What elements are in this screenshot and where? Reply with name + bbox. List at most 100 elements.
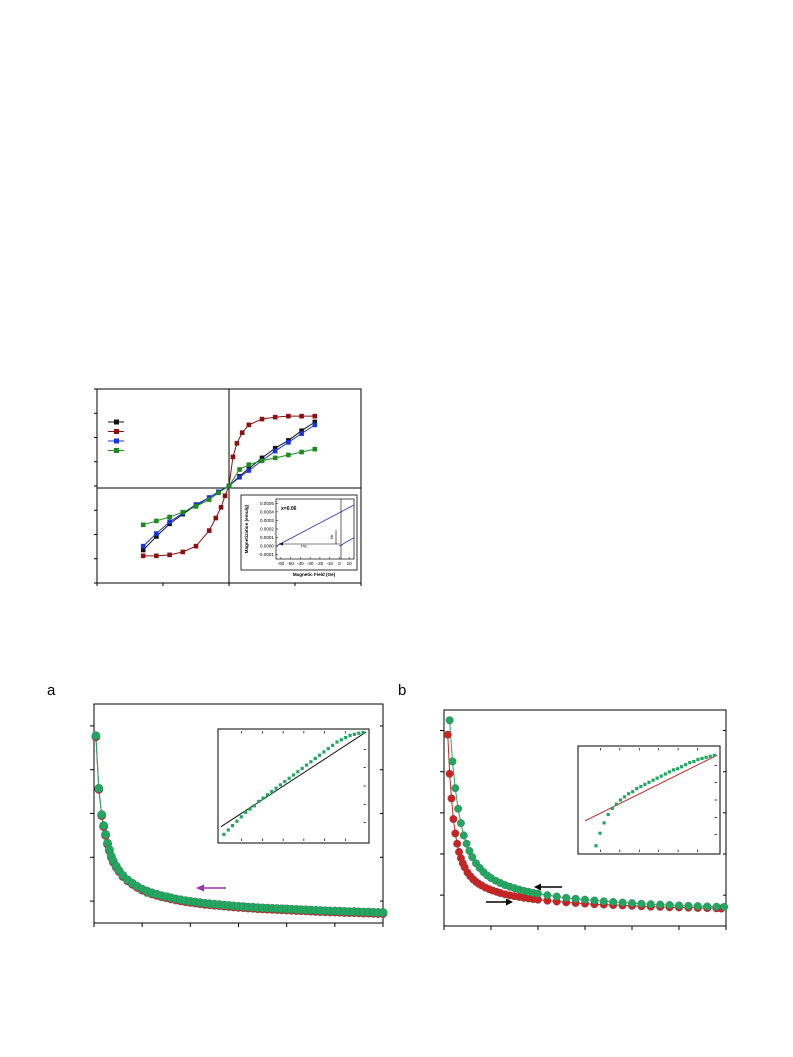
inset-x-tick-label: -10 — [326, 561, 333, 566]
series-point-green — [519, 886, 528, 895]
hysteresis-point-black — [140, 547, 146, 553]
inset-point — [631, 790, 635, 794]
series-point-green — [373, 908, 383, 917]
hysteresis-point-blue — [154, 531, 159, 536]
inset-point — [655, 776, 659, 780]
series-point-green — [637, 899, 646, 908]
inset-point — [326, 747, 330, 751]
series-point-green — [166, 893, 176, 903]
series-point-green — [219, 900, 229, 910]
hysteresis-series — [140, 413, 318, 559]
series-point-red — [456, 854, 465, 863]
hysteresis-point-blue — [272, 448, 278, 454]
series-point-red — [344, 908, 354, 918]
series-point-green — [543, 891, 552, 900]
series-point-green — [94, 783, 104, 793]
series-point-red — [492, 887, 501, 896]
series-point-green — [529, 888, 538, 897]
panel-a-inset-frame — [217, 728, 370, 844]
series-point-green — [609, 897, 618, 906]
hc-arrow-head — [279, 542, 283, 546]
series-point-green — [152, 889, 161, 899]
series-point-red — [693, 903, 702, 912]
series-line-green — [95, 735, 383, 913]
series-point-green — [105, 845, 114, 854]
series-point-red — [101, 831, 110, 840]
series-point-green — [349, 907, 359, 916]
inset-point — [318, 753, 322, 757]
series-point-red — [378, 909, 388, 918]
series-point-green — [491, 876, 500, 885]
series-point-red — [320, 907, 330, 917]
inset-point — [283, 780, 287, 784]
series-point-red — [529, 895, 538, 904]
series-point-red — [609, 901, 618, 909]
series-point-red — [118, 872, 128, 881]
series-point-red — [354, 908, 364, 918]
series-point-green — [205, 899, 214, 909]
hysteresis-point-dark_red — [193, 543, 199, 549]
inset-point — [235, 819, 239, 823]
series-point-green — [91, 731, 101, 741]
hysteresis-point-green — [272, 455, 278, 461]
hysteresis-point-blue — [312, 422, 318, 428]
series-point-green — [101, 829, 110, 839]
series-point-green — [684, 901, 693, 910]
series-point-green — [296, 905, 306, 914]
series-point-green — [190, 897, 200, 907]
series-point-red — [306, 906, 316, 916]
series-point-red — [123, 876, 133, 886]
series-point-red — [481, 883, 490, 892]
series-point-green — [456, 819, 465, 828]
series-point-green — [581, 895, 589, 904]
hysteresis-point-dark_red — [286, 413, 291, 419]
inset-point — [680, 765, 684, 769]
series-point-green — [354, 907, 364, 917]
series-point-red — [443, 730, 452, 739]
hysteresis-point-dark_red — [259, 416, 265, 422]
series-point-red — [161, 893, 171, 903]
inset-point — [618, 798, 623, 802]
series-point-red — [238, 903, 248, 913]
series-point-red — [185, 898, 195, 907]
inset-point — [712, 753, 716, 757]
inset-point — [296, 770, 300, 774]
panel-a-arrows — [145, 884, 226, 900]
series-point-red — [460, 863, 469, 872]
series-point-green — [344, 907, 354, 916]
series-point-green — [472, 859, 480, 868]
series-point-green — [675, 901, 683, 910]
inset-point — [331, 743, 335, 747]
hc-label-visible: Hc — [301, 544, 307, 550]
series-point-red — [665, 903, 674, 912]
hysteresis-point-dark_red — [239, 430, 245, 435]
mr-label: Mr — [329, 534, 334, 539]
series-point-red — [316, 907, 325, 916]
inset-point — [594, 844, 598, 848]
hysteresis-point-blue — [246, 468, 252, 473]
hysteresis-point-dark_red — [272, 414, 278, 420]
series-point-red — [94, 785, 104, 794]
series-point-green — [114, 866, 124, 875]
series-point-green — [665, 901, 674, 909]
inset-point — [663, 772, 667, 776]
series-point-green — [234, 902, 243, 911]
series-point-red — [272, 905, 282, 914]
series-point-red — [91, 732, 101, 742]
inset-point — [684, 763, 688, 767]
series-point-green — [311, 905, 320, 915]
series-point-green — [272, 904, 282, 913]
inset-y-tick-label: 0.0002 — [260, 527, 274, 532]
series-point-green — [505, 882, 514, 891]
series-point-red — [562, 898, 571, 907]
series-point-green — [340, 907, 349, 916]
inset-point — [622, 795, 627, 799]
hysteresis-inset: x=0.06 Magnetization (emu/g) Magnetic Fi… — [240, 494, 358, 577]
series-point-red — [458, 859, 467, 868]
legend-marker-black — [114, 419, 119, 425]
series-point-red — [510, 892, 519, 901]
green-arrow-head — [168, 892, 176, 900]
inset-point — [606, 812, 610, 817]
series-point-red — [463, 868, 472, 877]
hysteresis-point-green — [167, 514, 172, 520]
